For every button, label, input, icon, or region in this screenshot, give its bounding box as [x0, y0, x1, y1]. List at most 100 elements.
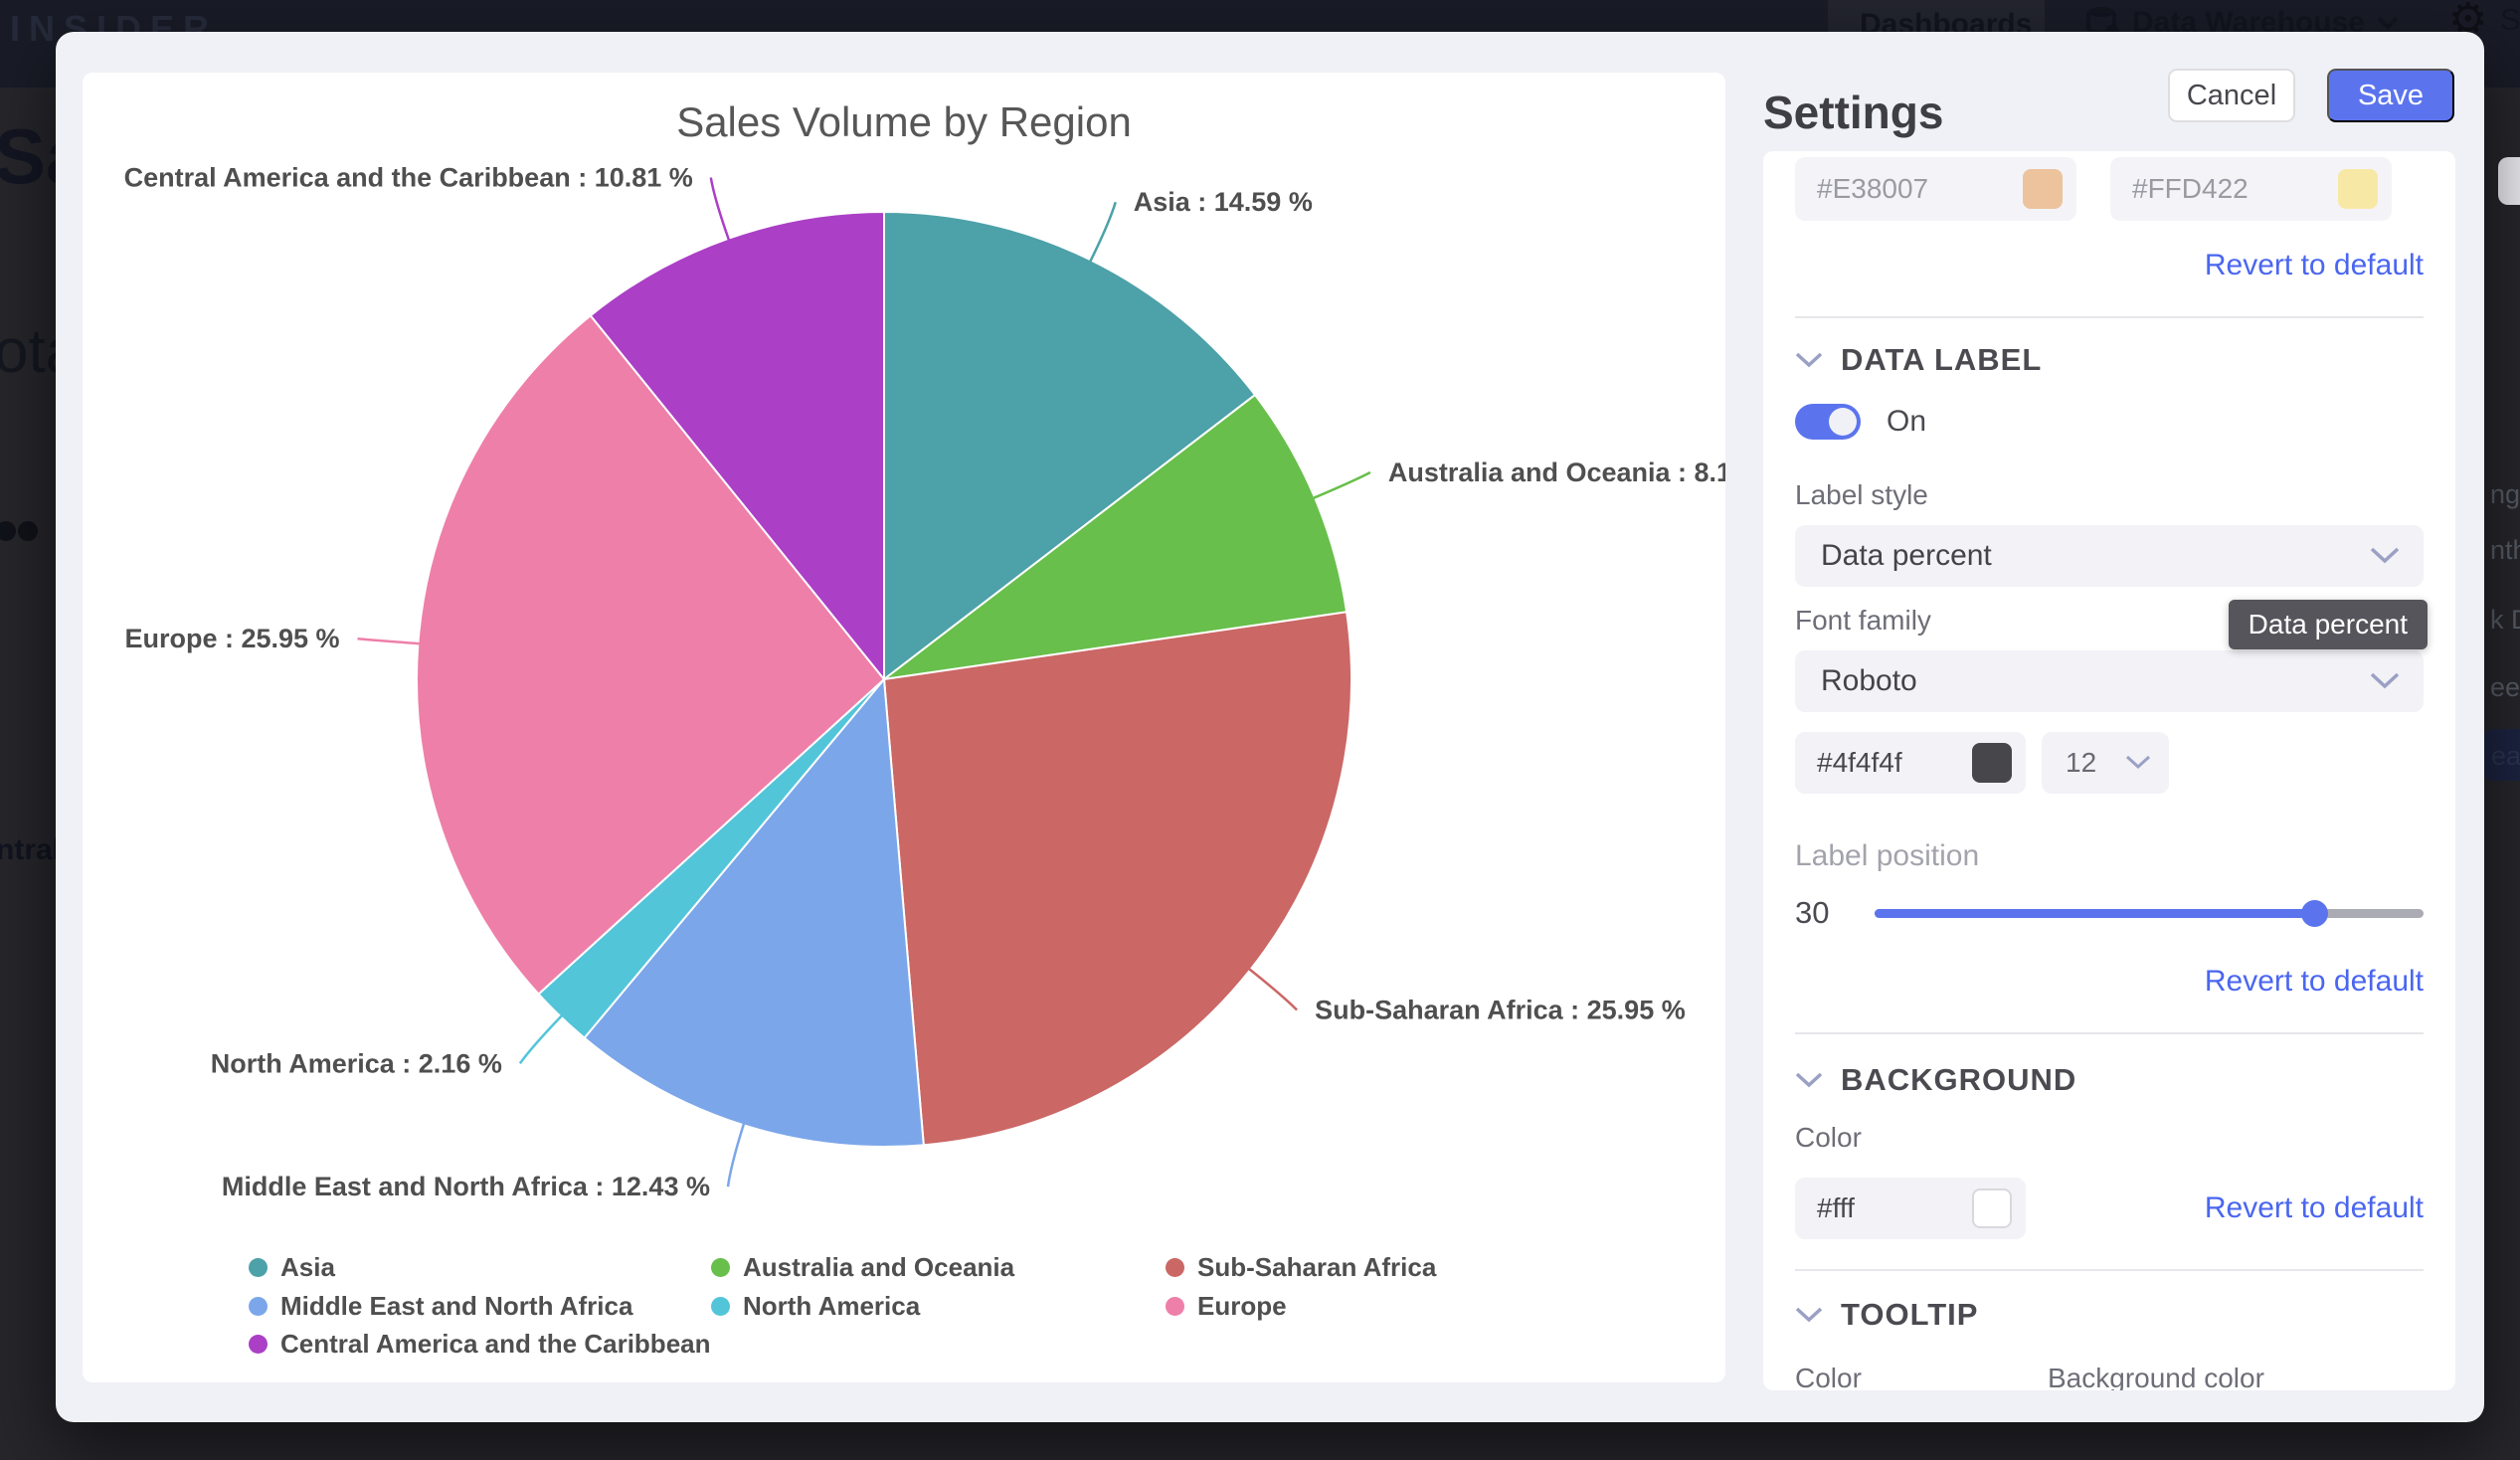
toggle-knob	[1829, 408, 1857, 436]
color-hex-value[interactable]: #fff	[1817, 1192, 1855, 1223]
pie-data-label: Europe : 25.95 %	[124, 624, 339, 653]
legend-label: Australia and Oceania	[743, 1252, 1015, 1282]
revert-to-default-link[interactable]: Revert to default	[2204, 249, 2424, 281]
tooltip-color-label: Color	[1795, 1363, 1862, 1390]
chevron-down-icon	[1795, 352, 1823, 367]
legend-label: Central America and the Caribbean	[280, 1329, 711, 1359]
label-style-dropdown[interactable]: Data percent	[1795, 525, 2424, 587]
chevron-down-icon	[1795, 1072, 1823, 1087]
bg-text-fragment: ntral	[0, 833, 62, 866]
legend-label: Middle East and North Africa	[280, 1291, 633, 1321]
legend-dot	[1166, 1258, 1184, 1277]
legend-label: Europe	[1197, 1291, 1287, 1321]
chevron-down-icon	[2370, 672, 2400, 689]
background-color-input[interactable]: #fff	[1795, 1178, 2026, 1239]
dropdown-value: Data percent	[1821, 539, 1992, 572]
legend-item[interactable]: Europe	[1166, 1291, 1287, 1322]
tooltip-color-labels: Color Background color	[1795, 1363, 2424, 1390]
cancel-button[interactable]: Cancel	[2168, 69, 2295, 122]
chart-card: Sales Volume by Region Asia : 14.59 % Aus…	[83, 73, 1725, 1382]
label-position-slider-row: 30	[1795, 895, 2424, 931]
series-color-input-1[interactable]: #E38007	[1795, 157, 2076, 221]
bg-menu-item: eek	[2490, 672, 2520, 702]
legend-item[interactable]: Middle East and North Africa	[249, 1291, 632, 1322]
section-title: DATA LABEL	[1841, 342, 2043, 377]
color-hex-value[interactable]: #FFD422	[2132, 173, 2249, 204]
dropdown-value: Roboto	[1821, 664, 1917, 697]
chevron-down-icon	[2370, 547, 2400, 564]
legend-label: Asia	[280, 1252, 335, 1282]
section-header-data-label[interactable]: DATA LABEL	[1795, 342, 2424, 378]
color-swatch[interactable]	[2338, 169, 2378, 209]
toggle-state-label: On	[1887, 405, 1927, 438]
color-swatch[interactable]	[1972, 743, 2012, 783]
chevron-down-icon	[2377, 16, 2399, 30]
legend-item[interactable]: Sub-Saharan Africa	[1166, 1252, 1436, 1283]
dropdown-hover-tooltip: Data percent	[2228, 600, 2428, 649]
data-label-toggle[interactable]	[1795, 404, 1861, 440]
pie-label-leader-line	[1088, 201, 1117, 263]
section-title: TOOLTIP	[1841, 1297, 1979, 1332]
legend-label: Sub-Saharan Africa	[1197, 1252, 1437, 1282]
label-position-label: Label position	[1795, 839, 1980, 872]
pie-data-label: North America : 2.16 %	[211, 1048, 502, 1078]
slider-fill	[1875, 908, 2314, 918]
revert-to-default-link[interactable]: Revert to default	[2204, 1191, 2424, 1224]
label-style-label: Label style	[1795, 479, 1928, 510]
color-swatch[interactable]	[1972, 1188, 2012, 1228]
bg-dot	[18, 521, 38, 541]
pie-label-leader-line	[1247, 967, 1298, 1011]
font-family-label: Font family	[1795, 605, 1931, 636]
bg-menu-item: nth	[2490, 535, 2520, 565]
pie-data-label: Middle East and North Africa : 12.43 %	[222, 1172, 710, 1201]
section-title: BACKGROUND	[1841, 1062, 2077, 1097]
pie-label-leader-line	[1312, 470, 1371, 500]
pie-slice-sub-saharan-africa[interactable]	[882, 611, 1352, 1147]
pie-data-label: Australia and Oceania : 8.11 %	[1388, 457, 1725, 487]
divider	[1795, 316, 2424, 318]
color-hex-value[interactable]: #4f4f4f	[1817, 747, 1902, 778]
font-color-input[interactable]: #4f4f4f	[1795, 732, 2026, 794]
legend-item[interactable]: Australia and Oceania	[711, 1252, 1014, 1283]
pie-label-leader-line	[709, 177, 731, 242]
series-color-input-2[interactable]: #FFD422	[2110, 157, 2392, 221]
color-hex-value[interactable]: #E38007	[1817, 173, 1929, 204]
legend-dot	[711, 1258, 730, 1277]
section-header-background[interactable]: BACKGROUND	[1795, 1062, 2424, 1098]
background-color-label: Color	[1795, 1122, 1862, 1153]
slider-value: 30	[1795, 895, 1830, 930]
pie-data-label: Sub-Saharan Africa : 25.95 %	[1315, 996, 1686, 1025]
color-swatch[interactable]	[2023, 169, 2063, 209]
bg-menu-item-label: ear	[2491, 741, 2520, 771]
bg-button-fragment	[2498, 157, 2520, 205]
pie-data-label: Asia : 14.59 %	[1134, 187, 1313, 217]
slider-thumb[interactable]	[2300, 899, 2328, 927]
background-color-row: #fff Revert to default	[1795, 1178, 2424, 1239]
legend-dot	[711, 1297, 730, 1316]
dropdown-value: 12	[2066, 747, 2097, 778]
revert-to-default-link[interactable]: Revert to default	[2204, 965, 2424, 998]
legend-dot	[249, 1258, 268, 1277]
pie-label-leader-line	[518, 1014, 564, 1065]
chart-settings-modal: Sales Volume by Region Asia : 14.59 % Aus…	[56, 32, 2484, 1422]
pie-label-leader-line	[357, 637, 421, 645]
settings-scroll-panel[interactable]: #E38007 #FFD422 Revert to default DATA L…	[1763, 151, 2455, 1390]
legend-item[interactable]: Central America and the Caribbean	[249, 1329, 711, 1360]
chevron-down-icon	[1795, 1307, 1823, 1322]
font-family-dropdown[interactable]: Roboto	[1795, 650, 2424, 712]
font-size-dropdown[interactable]: 12	[2042, 732, 2169, 794]
label-position-slider[interactable]	[1875, 899, 2424, 927]
legend-dot	[249, 1297, 268, 1316]
legend-item[interactable]: North America	[711, 1291, 920, 1322]
bg-dot	[0, 521, 16, 541]
data-label-toggle-row: On	[1795, 404, 2424, 440]
chevron-down-icon	[2125, 755, 2151, 770]
section-header-tooltip[interactable]: TOOLTIP	[1795, 1297, 2424, 1333]
font-color-size-row: #4f4f4f 12	[1795, 732, 2424, 794]
legend-item[interactable]: Asia	[249, 1252, 335, 1283]
settings-panel-title: Settings	[1763, 87, 1944, 138]
divider	[1795, 1269, 2424, 1271]
save-button[interactable]: Save	[2327, 69, 2454, 122]
nav-settings-fragment: Se	[2500, 2, 2520, 37]
